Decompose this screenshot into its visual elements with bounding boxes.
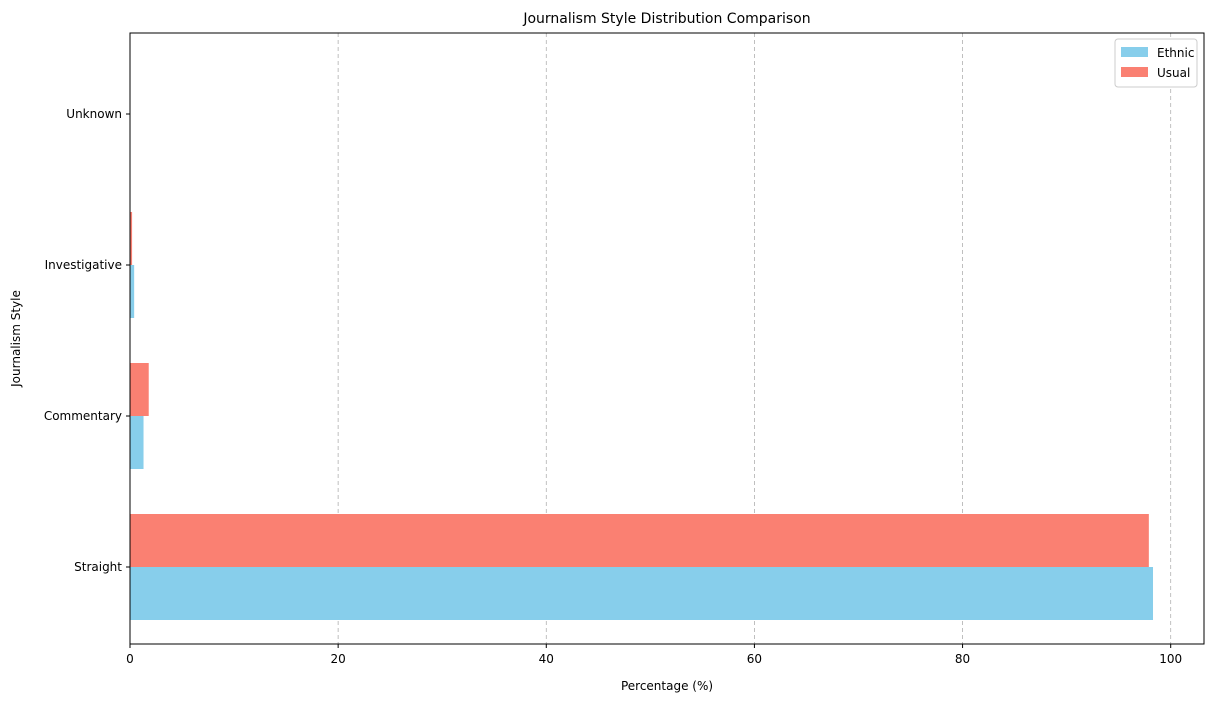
bar-ethnic-straight	[130, 567, 1154, 620]
legend-swatch-usual	[1121, 67, 1148, 77]
y-axis-label: Journalism Style	[9, 290, 23, 388]
x-tick-label: 40	[539, 652, 554, 666]
bar-usual-investigative	[130, 212, 133, 265]
x-tick-label: 80	[955, 652, 970, 666]
bars	[130, 212, 1154, 620]
y-tick-label: Commentary	[44, 409, 122, 423]
y-tick-label: Investigative	[45, 258, 122, 272]
x-tick-label: 20	[330, 652, 345, 666]
x-axis-ticks: 0 20 40 60 80 100	[126, 644, 1182, 666]
y-tick-label: Straight	[74, 560, 122, 574]
bar-ethnic-investigative	[130, 265, 135, 318]
y-axis-ticks: Straight Commentary Investigative Unknown	[44, 107, 130, 574]
x-tick-label: 0	[126, 652, 134, 666]
x-axis-label: Percentage (%)	[621, 679, 713, 693]
bar-usual-straight	[130, 514, 1149, 567]
chart-title: Journalism Style Distribution Comparison	[522, 11, 810, 27]
legend-label-usual: Usual	[1157, 66, 1190, 80]
y-tick-label: Unknown	[66, 107, 122, 121]
bar-usual-commentary	[130, 363, 149, 416]
legend: Ethnic Usual	[1114, 38, 1198, 88]
bar-ethnic-commentary	[130, 416, 144, 469]
plot-frame	[129, 32, 1205, 645]
legend-swatch-ethnic	[1121, 47, 1148, 57]
legend-label-ethnic: Ethnic	[1157, 46, 1194, 60]
x-tick-label: 100	[1159, 652, 1182, 666]
x-tick-label: 60	[747, 652, 762, 666]
